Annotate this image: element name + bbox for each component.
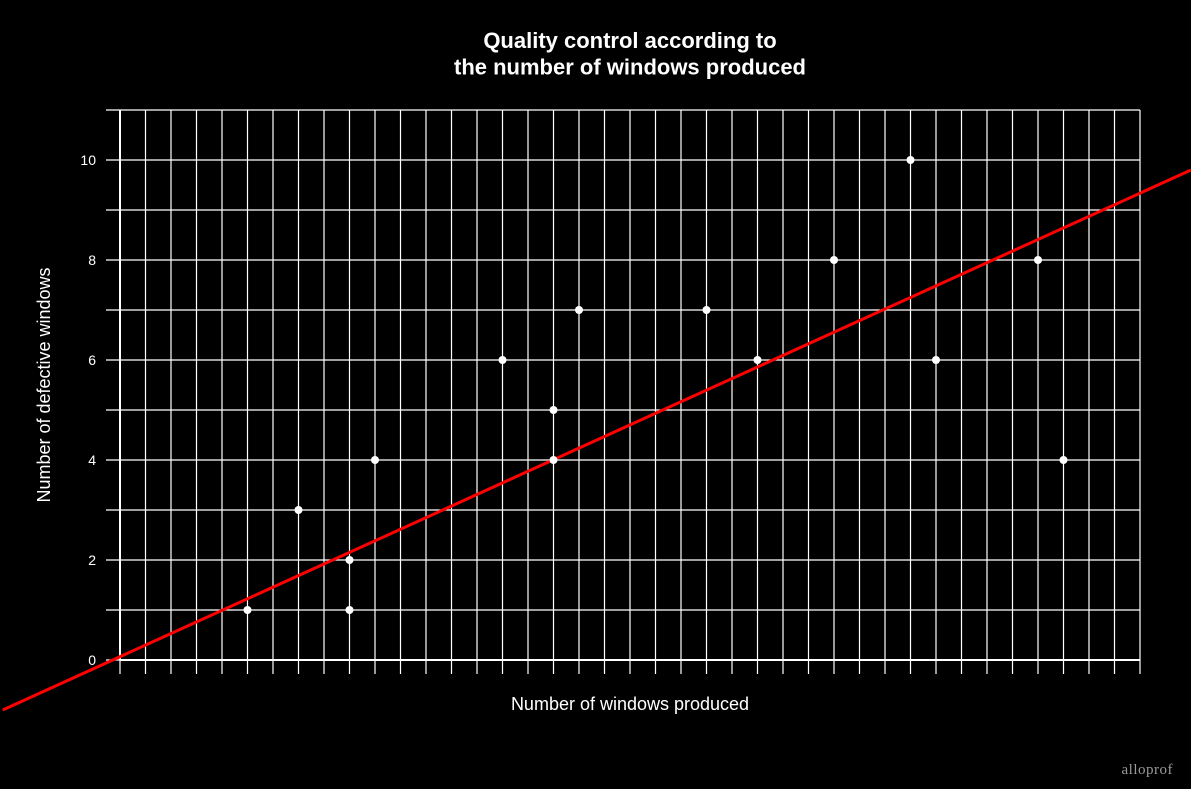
data-point <box>703 306 711 314</box>
data-point <box>346 556 354 564</box>
data-point <box>295 506 303 514</box>
y-tick-label: 4 <box>88 452 96 468</box>
data-point <box>550 406 558 414</box>
data-point <box>907 156 915 164</box>
y-tick-label: 8 <box>88 252 96 268</box>
data-point <box>575 306 583 314</box>
data-point <box>499 356 507 364</box>
data-point <box>830 256 838 264</box>
watermark: alloprof <box>1122 762 1173 779</box>
y-tick-label: 6 <box>88 352 96 368</box>
y-tick-label: 0 <box>88 652 96 668</box>
chart-title: Quality control according tothe number o… <box>454 28 806 79</box>
data-point <box>371 456 379 464</box>
data-point <box>244 606 252 614</box>
scatter-chart: 0 2 4 6 8 10 Quality control according tothe n… <box>0 0 1191 789</box>
data-point <box>346 606 354 614</box>
data-point <box>1034 256 1042 264</box>
y-axis-label: Number of defective windows <box>34 267 54 502</box>
data-point <box>932 356 940 364</box>
y-tick-label: 2 <box>88 552 96 568</box>
y-tick-label: 10 <box>80 152 96 168</box>
data-point <box>1060 456 1068 464</box>
data-point <box>550 456 558 464</box>
x-axis-label: Number of windows produced <box>511 694 749 714</box>
data-point <box>754 356 762 364</box>
